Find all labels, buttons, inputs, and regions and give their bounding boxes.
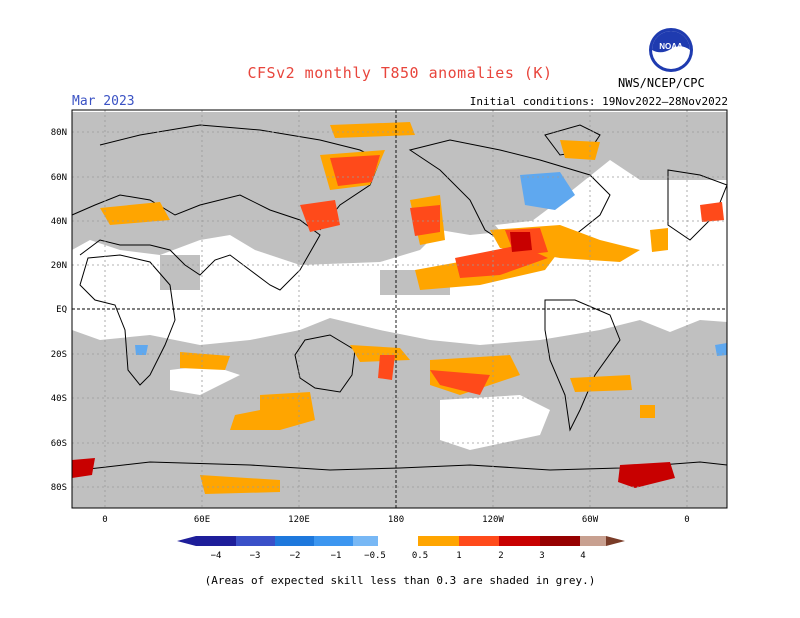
legend-label: 0.5	[412, 551, 428, 561]
legend-label: −2	[290, 551, 301, 561]
lat-label: 20S	[51, 350, 67, 360]
legend-bin	[353, 536, 378, 546]
equator-dateline	[72, 110, 727, 508]
lon-label: 0	[102, 515, 107, 525]
lon-label: 180	[388, 515, 404, 525]
lat-label: EQ	[56, 305, 67, 315]
forecast-month: Mar 2023	[72, 94, 135, 109]
lon-label: 0	[684, 515, 689, 525]
legend-bin	[378, 536, 418, 546]
lon-label: 60E	[194, 515, 210, 525]
lat-label: 80N	[51, 128, 67, 138]
map-title: CFSv2 monthly T850 anomalies (K)	[247, 64, 553, 82]
anomaly-negative-0.5-1	[135, 172, 727, 356]
logo-text: NOAA	[659, 42, 683, 51]
legend-label: −1	[331, 551, 342, 561]
legend-bin	[540, 536, 580, 546]
legend-label: 4	[580, 551, 585, 561]
lon-label: 120E	[288, 515, 310, 525]
lat-label: 40S	[51, 394, 67, 404]
legend-arrow-left	[177, 536, 196, 546]
legend-label: −0.5	[364, 551, 386, 561]
legend-bin	[418, 536, 459, 546]
skill-area-south-pacific	[440, 395, 550, 450]
anomaly-positive-2-3	[72, 232, 675, 488]
noaa-logo-icon: NOAA	[649, 28, 693, 72]
legend-label: 2	[498, 551, 503, 561]
color-legend: −4 −3 −2 −1 −0.5 0.5 1 2 3 4	[177, 536, 625, 561]
lat-label: 60S	[51, 439, 67, 449]
legend-arrow-right	[606, 536, 625, 546]
lat-tick-labels: 80N 60N 40N 20N EQ 20S 40S 60S 80S	[51, 128, 67, 493]
lat-label: 80S	[51, 483, 67, 493]
legend-bin	[499, 536, 540, 546]
legend-bin	[314, 536, 353, 546]
lon-label: 60W	[582, 515, 599, 525]
graticule	[72, 110, 727, 508]
legend-label: 1	[456, 551, 461, 561]
initial-conditions: Initial conditions: 19Nov2022–28Nov2022	[469, 95, 728, 108]
lon-label: 120W	[482, 515, 504, 525]
skill-area-indian-ocean	[170, 365, 240, 395]
legend-bin	[459, 536, 499, 546]
legend-bin	[275, 536, 314, 546]
legend-bin	[196, 536, 236, 546]
lat-label: 20N	[51, 261, 67, 271]
legend-bin	[236, 536, 275, 546]
legend-bin	[580, 536, 606, 546]
map-border	[71, 109, 728, 509]
skill-footnote: (Areas of expected skill less than 0.3 a…	[204, 574, 596, 587]
lat-label: 40N	[51, 217, 67, 227]
legend-label: −3	[250, 551, 261, 561]
legend-label: −4	[211, 551, 222, 561]
agency-label: NWS/NCEP/CPC	[618, 76, 705, 90]
legend-label: 3	[539, 551, 544, 561]
lon-tick-labels: 0 60E 120E 180 120W 60W 0	[102, 515, 689, 525]
lat-label: 60N	[51, 173, 67, 183]
